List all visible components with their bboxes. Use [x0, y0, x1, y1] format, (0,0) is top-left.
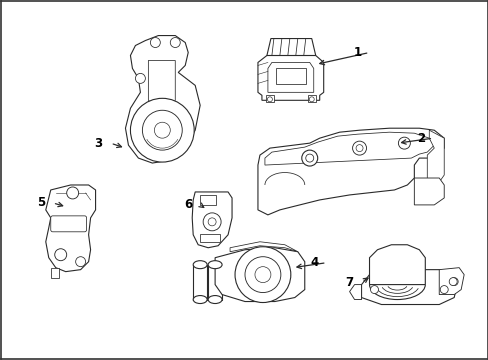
Ellipse shape [193, 296, 207, 303]
Polygon shape [361, 270, 456, 305]
Polygon shape [413, 178, 443, 205]
FancyBboxPatch shape [200, 234, 220, 242]
Polygon shape [307, 95, 315, 102]
FancyBboxPatch shape [275, 68, 305, 84]
Polygon shape [192, 192, 232, 248]
Circle shape [398, 137, 409, 149]
Polygon shape [125, 36, 200, 163]
Text: 5: 5 [37, 197, 45, 210]
Circle shape [244, 257, 280, 293]
Polygon shape [148, 60, 175, 110]
Polygon shape [265, 95, 273, 102]
Ellipse shape [193, 261, 207, 269]
Circle shape [76, 257, 85, 267]
Text: 6: 6 [183, 198, 192, 211]
Polygon shape [193, 265, 207, 300]
Circle shape [305, 154, 313, 162]
Circle shape [203, 213, 221, 231]
Circle shape [208, 218, 216, 226]
Circle shape [130, 98, 194, 162]
Polygon shape [46, 185, 95, 272]
FancyBboxPatch shape [200, 195, 216, 205]
Circle shape [267, 97, 272, 102]
Circle shape [448, 278, 456, 285]
Text: 3: 3 [94, 137, 102, 150]
Circle shape [66, 187, 79, 199]
Polygon shape [264, 132, 433, 165]
Polygon shape [208, 265, 222, 300]
Circle shape [254, 267, 270, 283]
Polygon shape [266, 39, 315, 55]
Circle shape [55, 249, 66, 261]
FancyBboxPatch shape [51, 216, 86, 232]
Polygon shape [427, 130, 443, 188]
Circle shape [439, 285, 447, 293]
Ellipse shape [208, 296, 222, 303]
Circle shape [150, 37, 160, 48]
Polygon shape [349, 285, 361, 300]
Circle shape [370, 285, 378, 293]
Polygon shape [369, 245, 425, 285]
Text: 7: 7 [345, 276, 353, 289]
Circle shape [301, 150, 317, 166]
Circle shape [142, 110, 182, 150]
Text: 2: 2 [416, 132, 425, 145]
Polygon shape [258, 128, 443, 215]
Polygon shape [215, 248, 304, 302]
Polygon shape [438, 268, 463, 294]
Circle shape [308, 97, 314, 102]
Circle shape [352, 141, 366, 155]
Circle shape [355, 145, 362, 152]
Polygon shape [229, 242, 297, 252]
Polygon shape [267, 62, 313, 92]
Text: 4: 4 [310, 256, 318, 269]
Circle shape [135, 73, 145, 84]
Ellipse shape [208, 261, 222, 269]
Polygon shape [51, 268, 59, 278]
Circle shape [449, 278, 457, 285]
Circle shape [154, 122, 170, 138]
Circle shape [235, 247, 290, 302]
Circle shape [170, 37, 180, 48]
Polygon shape [258, 55, 323, 100]
Text: 1: 1 [353, 46, 361, 59]
